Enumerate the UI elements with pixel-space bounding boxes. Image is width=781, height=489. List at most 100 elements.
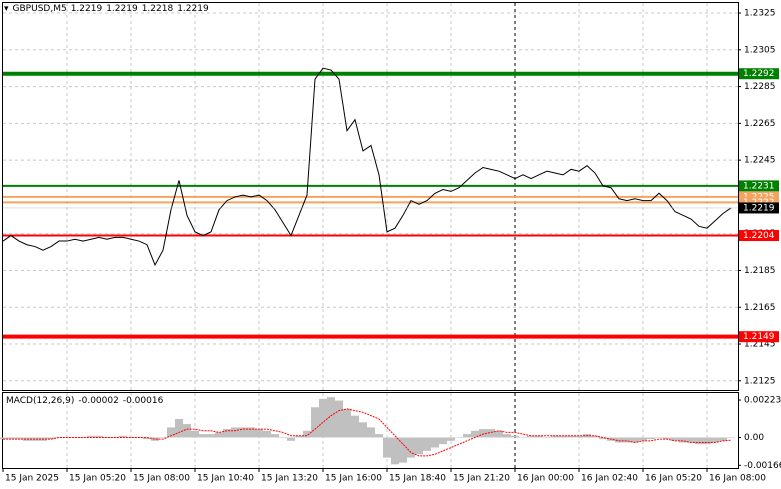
macd-header: MACD(12,26,9) -0.00002 -0.00016 xyxy=(6,396,167,406)
macd-bar xyxy=(359,422,367,438)
macd-bar xyxy=(247,427,255,438)
macd-bar xyxy=(351,415,359,438)
ohlc: 1.2219 xyxy=(70,4,103,14)
x-tick-label: 16 Jan 00:00 xyxy=(517,474,574,484)
macd-title: MACD(12,26,9) xyxy=(6,396,75,406)
y-tick-label: 1.2245 xyxy=(744,156,776,166)
macd-bar xyxy=(0,437,7,440)
x-tick-label: 15 Jan 2025 xyxy=(5,474,59,484)
macd-bar xyxy=(703,437,711,445)
y-tick-label: 0.00 xyxy=(744,433,764,443)
macd-bar xyxy=(591,435,599,438)
macd-bar xyxy=(487,429,495,438)
level-label-box xyxy=(739,196,779,208)
macd-bar xyxy=(687,437,695,443)
macd-bar xyxy=(15,437,23,440)
macd-bar xyxy=(495,430,503,438)
macd-bar xyxy=(79,437,87,438)
macd-bar xyxy=(671,437,679,441)
macd-bar xyxy=(639,437,647,441)
x-tick-label: 16 Jan 08:00 xyxy=(709,474,766,484)
level-label-box xyxy=(739,230,779,242)
macd-bar xyxy=(215,432,223,438)
y-tick-label: 1.2185 xyxy=(744,266,776,276)
y-tick-label: 1.2285 xyxy=(744,82,776,92)
macd-bar xyxy=(543,437,551,438)
x-tick-label: 16 Jan 02:40 xyxy=(581,474,638,484)
macd-bar xyxy=(535,435,543,438)
macd-bar xyxy=(287,437,295,441)
symbol: GBPUSD,M5 xyxy=(12,4,67,14)
macd-bar xyxy=(407,437,415,458)
x-tick-label: 15 Jan 05:20 xyxy=(69,474,126,484)
level-label: 1.2292 xyxy=(743,69,775,79)
macd-bar xyxy=(503,434,511,438)
x-tick-label: 15 Jan 13:20 xyxy=(261,474,318,484)
macd-bar xyxy=(423,437,431,451)
macd-bar xyxy=(255,429,263,438)
macd-bar xyxy=(575,435,583,438)
macd-bar xyxy=(303,430,311,438)
macd-bar xyxy=(263,430,271,438)
macd-bar xyxy=(719,437,727,441)
macd-bar xyxy=(439,437,447,445)
macd-bar xyxy=(615,437,623,443)
macd-bar xyxy=(527,435,535,438)
macd-bar xyxy=(647,437,655,440)
last-price-label: 1.2219 xyxy=(743,203,775,213)
macd-bar xyxy=(239,427,247,438)
macd-bar xyxy=(175,419,183,438)
ohlc: 1.2218 xyxy=(141,4,174,14)
signal-line xyxy=(3,408,732,457)
macd-bar xyxy=(415,437,423,455)
macd-bar xyxy=(367,427,375,438)
macd-bar xyxy=(127,437,135,438)
price-header: ▾ GBPUSD,M5 1.2219 1.2219 1.2218 1.2219 xyxy=(4,4,213,14)
macd-bar xyxy=(143,437,151,440)
macd-bar xyxy=(319,398,327,438)
macd-bar xyxy=(479,429,487,438)
y-tick-label: 0.00223 xyxy=(744,396,781,406)
macd-bar xyxy=(399,437,407,463)
y-tick-label: 1.2305 xyxy=(744,45,776,55)
macd-bar xyxy=(151,437,159,441)
macd-bar xyxy=(271,434,279,438)
macd-bar xyxy=(391,437,399,465)
macd-bar xyxy=(511,435,519,438)
macd-bar xyxy=(463,434,471,438)
macd-bar xyxy=(551,435,559,438)
ohlc: 1.2219 xyxy=(106,4,138,14)
x-tick-label: 15 Jan 08:00 xyxy=(133,474,190,484)
macd-panel xyxy=(2,392,739,469)
y-tick-label: -0.00166 xyxy=(744,461,781,471)
y-tick-label: 1.2325 xyxy=(744,9,776,19)
level-label-box xyxy=(739,191,779,203)
macd-bar xyxy=(727,437,735,438)
macd-bar xyxy=(119,435,127,438)
macd-bar xyxy=(695,437,703,445)
x-tick-label: 15 Jan 10:40 xyxy=(197,474,254,484)
macd-bar xyxy=(455,437,463,438)
macd-bar xyxy=(679,437,687,443)
ohlc: 1.2219 xyxy=(177,4,209,14)
last-price-box xyxy=(739,202,779,214)
macd-bar xyxy=(599,437,607,440)
macd-bar xyxy=(103,437,111,438)
x-tick-label: 16 Jan 05:20 xyxy=(645,474,702,484)
level-label: 1.2149 xyxy=(743,332,775,342)
macd-bar xyxy=(711,437,719,443)
macd-bar xyxy=(471,430,479,438)
macd-bar xyxy=(311,407,319,438)
macd-bar xyxy=(231,427,239,438)
y-tick-label: 1.2125 xyxy=(744,376,776,386)
macd-bar xyxy=(431,437,439,448)
macd-bar xyxy=(631,437,639,443)
macd-bar xyxy=(159,437,167,438)
x-tick-label: 15 Jan 18:40 xyxy=(389,474,446,484)
level-label-box xyxy=(739,331,779,343)
level-label-box xyxy=(739,180,779,192)
macd-readout: -0.00002 xyxy=(78,396,119,406)
macd-bar xyxy=(375,434,383,438)
